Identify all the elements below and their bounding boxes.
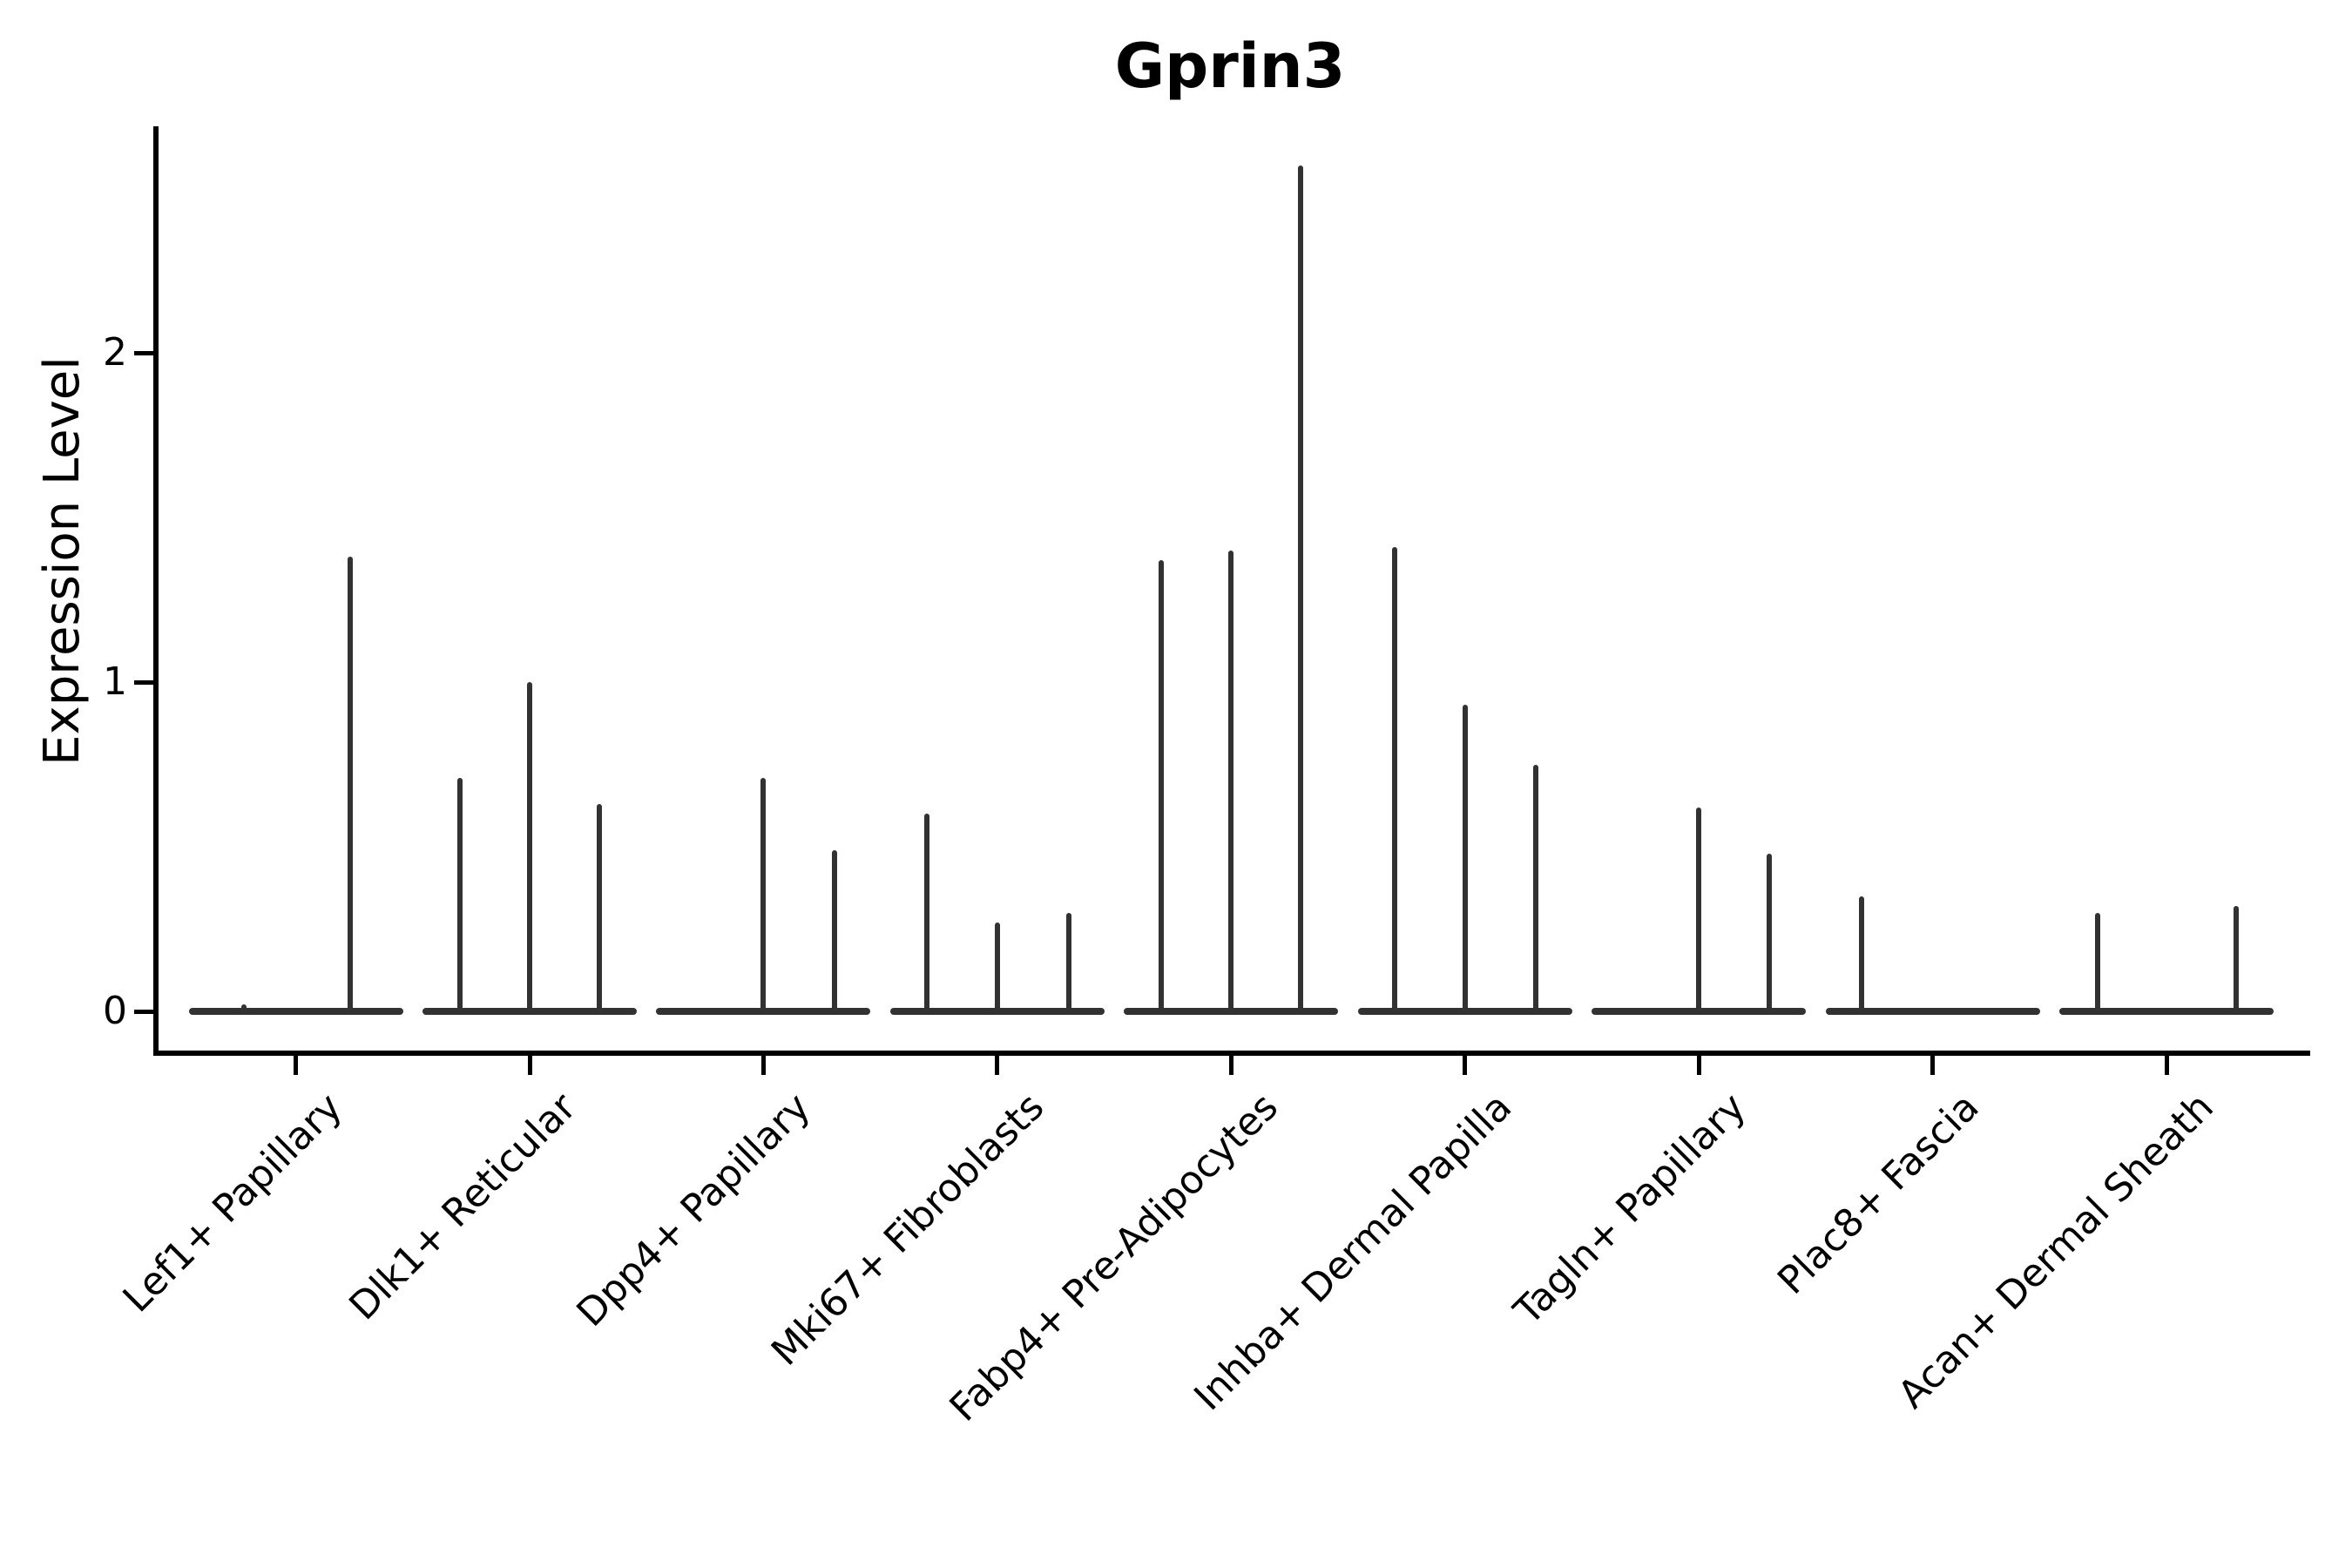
violin-spike <box>1228 550 1234 1011</box>
violin-baseline <box>1825 1008 2040 1015</box>
y-axis-label: Expression Level <box>34 356 91 766</box>
violin-baseline <box>188 1008 403 1015</box>
y-tick-mark <box>134 1009 153 1014</box>
x-tick-label: Lef1+ Papillary <box>114 1085 351 1321</box>
x-tick-mark <box>1228 1056 1233 1075</box>
violin-spike <box>1159 560 1165 1011</box>
violin-spike <box>923 814 929 1011</box>
y-tick-label: 2 <box>103 330 127 375</box>
violin-spike <box>527 682 533 1011</box>
violin-spike <box>1391 547 1397 1011</box>
violin-spike <box>1696 807 1702 1011</box>
violin-spike <box>1532 764 1538 1011</box>
violin-spike <box>2095 912 2101 1011</box>
y-tick-label: 1 <box>103 659 127 704</box>
violin-spike <box>832 849 838 1011</box>
violin-spike <box>457 777 463 1011</box>
x-tick-mark <box>1696 1056 1701 1075</box>
violin-spike <box>1767 853 1773 1011</box>
violin-spike <box>240 1004 247 1011</box>
violin-spike <box>347 557 353 1011</box>
x-tick-mark <box>995 1056 1000 1075</box>
violin-baseline <box>1124 1008 1339 1015</box>
x-tick-label: Dpp4+ Papillary <box>568 1085 819 1335</box>
x-axis-line <box>153 1051 2310 1056</box>
violin-spike <box>1858 896 1864 1011</box>
chart-title: Gprin3 <box>1114 30 1346 102</box>
violin-baseline <box>422 1008 638 1015</box>
violin-spike <box>1462 705 1468 1011</box>
x-tick-mark <box>760 1056 766 1075</box>
x-tick-mark <box>527 1056 532 1075</box>
violin-spike <box>1298 165 1304 1011</box>
x-tick-label: Plac8+ Fascia <box>1769 1085 1988 1303</box>
violin-baseline <box>889 1008 1105 1015</box>
violin-spike <box>994 922 1000 1011</box>
violin-baseline <box>1592 1008 1807 1015</box>
y-tick-label: 0 <box>103 989 127 1033</box>
violin-baseline <box>1357 1008 1572 1015</box>
violin-spike <box>1065 912 1071 1011</box>
violin-baseline <box>2059 1008 2274 1015</box>
x-tick-mark <box>1463 1056 1468 1075</box>
y-axis-line <box>153 126 159 1056</box>
violin-spike <box>597 803 603 1011</box>
x-tick-mark <box>2164 1056 2169 1075</box>
x-tick-label: Dlk1+ Reticular <box>341 1085 585 1329</box>
violin-baseline <box>656 1008 871 1015</box>
x-tick-label: Tagln+ Papillary <box>1505 1085 1754 1334</box>
x-tick-mark <box>1930 1056 1936 1075</box>
violin-spike <box>760 777 767 1011</box>
violin-spike <box>2234 906 2240 1011</box>
y-tick-mark <box>134 679 153 685</box>
x-tick-mark <box>294 1056 299 1075</box>
y-tick-mark <box>134 350 153 355</box>
